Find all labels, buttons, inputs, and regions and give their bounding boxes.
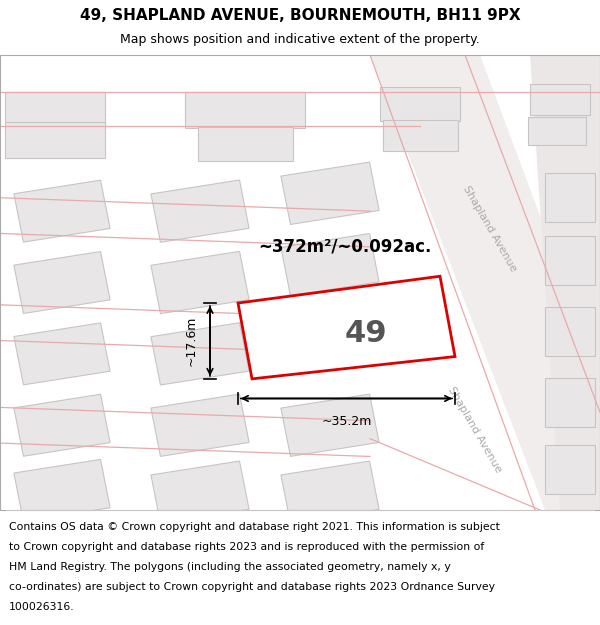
Polygon shape [14,251,110,314]
Polygon shape [281,461,379,523]
Polygon shape [380,87,460,121]
Text: ~35.2m: ~35.2m [322,414,371,428]
Polygon shape [530,55,600,510]
Text: HM Land Registry. The polygons (including the associated geometry, namely x, y: HM Land Registry. The polygons (includin… [9,562,451,572]
Polygon shape [545,446,595,494]
Text: Shapland Avenue: Shapland Avenue [461,184,519,274]
Polygon shape [5,92,105,128]
Text: 49, SHAPLAND AVENUE, BOURNEMOUTH, BH11 9PX: 49, SHAPLAND AVENUE, BOURNEMOUTH, BH11 9… [80,8,520,23]
Text: ~372m²/~0.092ac.: ~372m²/~0.092ac. [259,238,431,256]
Polygon shape [185,92,305,128]
Polygon shape [545,378,595,428]
Polygon shape [545,236,595,285]
Polygon shape [281,162,379,224]
Polygon shape [151,180,249,243]
Polygon shape [14,323,110,385]
Text: Contains OS data © Crown copyright and database right 2021. This information is : Contains OS data © Crown copyright and d… [9,521,500,531]
Text: Shapland Avenue: Shapland Avenue [446,385,504,474]
Polygon shape [197,127,293,161]
Text: to Crown copyright and database rights 2023 and is reproduced with the permissio: to Crown copyright and database rights 2… [9,542,484,552]
Polygon shape [238,276,455,379]
Polygon shape [545,307,595,356]
Text: ~17.6m: ~17.6m [185,316,198,366]
Polygon shape [528,116,586,145]
Polygon shape [151,251,249,314]
Polygon shape [370,55,600,510]
Text: Map shows position and indicative extent of the property.: Map shows position and indicative extent… [120,33,480,46]
Polygon shape [383,119,458,151]
Text: 49: 49 [345,319,388,348]
Polygon shape [281,234,379,296]
Text: 100026316.: 100026316. [9,602,74,612]
Polygon shape [530,84,590,115]
Polygon shape [14,459,110,521]
Polygon shape [151,461,249,523]
Polygon shape [14,394,110,456]
Polygon shape [545,173,595,222]
Polygon shape [151,322,249,385]
Polygon shape [14,180,110,242]
Text: co-ordinates) are subject to Crown copyright and database rights 2023 Ordnance S: co-ordinates) are subject to Crown copyr… [9,582,495,592]
Polygon shape [151,394,249,456]
Polygon shape [5,122,105,158]
Polygon shape [281,394,379,456]
